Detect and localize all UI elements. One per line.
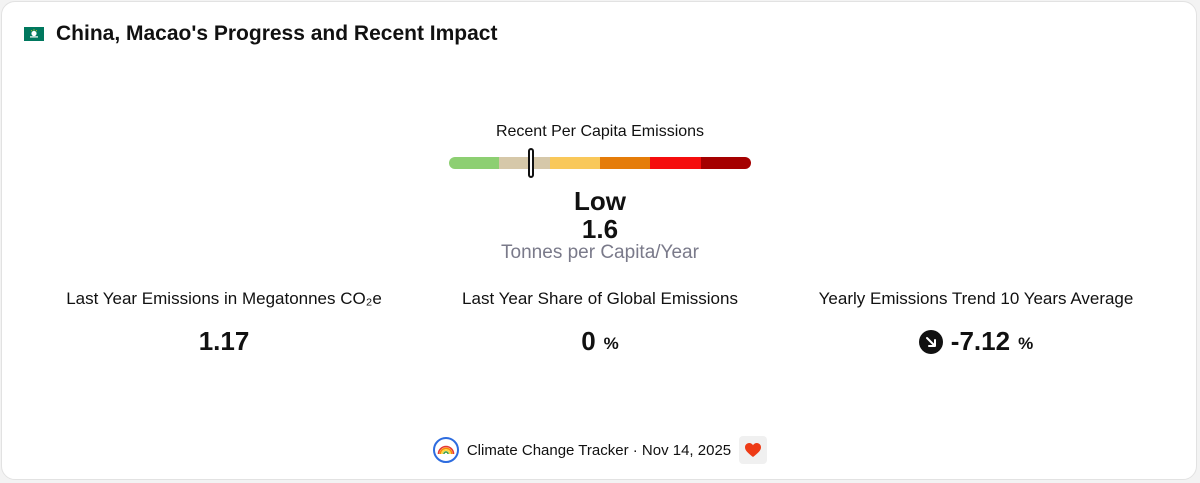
emissions-unit: Tonnes per Capita/Year (501, 242, 699, 263)
stat-value: 0 (581, 326, 596, 356)
rainbow-logo-icon[interactable] (432, 437, 459, 463)
scale-segment-extreme (700, 157, 751, 169)
stat-global-share: Last Year Share of Global Emissions 0 % (400, 289, 800, 357)
stat-unit: % (603, 333, 619, 353)
stat-unit: % (1018, 333, 1034, 353)
scale-segment-very-high (650, 157, 701, 169)
stat-label: Yearly Emissions Trend 10 Years Average (818, 289, 1134, 308)
footer-text[interactable]: Climate Change Tracker · Nov 14, 2025 (466, 441, 732, 459)
macao-flag-icon (24, 27, 44, 41)
emissions-value: 1.6 (581, 214, 619, 244)
card-header: China, Macao's Progress and Recent Impac… (24, 22, 497, 46)
scale-marker (527, 148, 534, 178)
stat-label: Last Year Share of Global Emissions (462, 289, 738, 308)
stat-last-year-emissions: Last Year Emissions in Megatonnes CO₂e 1… (24, 289, 424, 357)
emissions-scale (449, 157, 751, 169)
page-title: China, Macao's Progress and Recent Impac… (56, 22, 498, 45)
stat-label: Last Year Emissions in Megatonnes CO₂e (66, 289, 382, 308)
scale-segment-low (499, 157, 550, 169)
heart-icon (745, 443, 762, 457)
footer: Climate Change Tracker · Nov 14, 2025 (0, 436, 1200, 464)
stat-value: -7.12 (950, 326, 1011, 356)
stat-yearly-trend: Yearly Emissions Trend 10 Years Average … (776, 289, 1176, 357)
scale-segment-high (599, 157, 651, 169)
stat-value: 1.17 (198, 326, 250, 356)
favorite-button[interactable] (739, 436, 768, 464)
scale-segment-very-low (449, 157, 500, 169)
scale-segment-medium (549, 157, 600, 169)
gauge-label: Recent Per Capita Emissions (495, 123, 705, 140)
arrow-down-right-icon (918, 329, 943, 354)
emissions-level: Low (574, 186, 626, 216)
